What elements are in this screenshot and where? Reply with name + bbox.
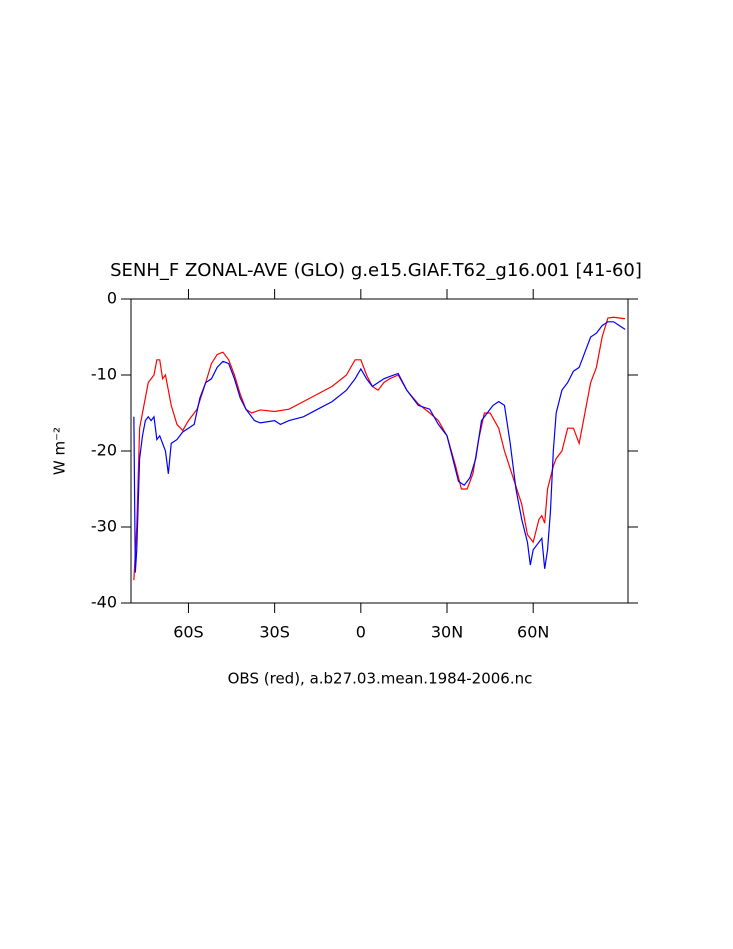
chart-title: SENH_F ZONAL-AVE (GLO) g.e15.GIAF.T62_g1… <box>110 260 642 281</box>
x-tick-label: 30S <box>259 623 290 642</box>
y-tick-label: -10 <box>91 365 117 384</box>
x-tick-label: 60S <box>173 623 204 642</box>
y-tick-label: 0 <box>107 289 117 308</box>
y-axis-label: W m⁻² <box>51 427 69 475</box>
data-line <box>133 321 626 573</box>
x-tick-label: 0 <box>356 623 366 642</box>
x-tick-label: 30N <box>431 623 463 642</box>
data-line <box>133 316 626 581</box>
x-axis-label: OBS (red), a.b27.03.mean.1984-2006.nc <box>228 670 533 688</box>
y-tick-label: -40 <box>91 593 117 612</box>
y-tick-label: -20 <box>91 441 117 460</box>
y-tick-label: -30 <box>91 517 117 536</box>
x-tick-label: 60N <box>517 623 549 642</box>
